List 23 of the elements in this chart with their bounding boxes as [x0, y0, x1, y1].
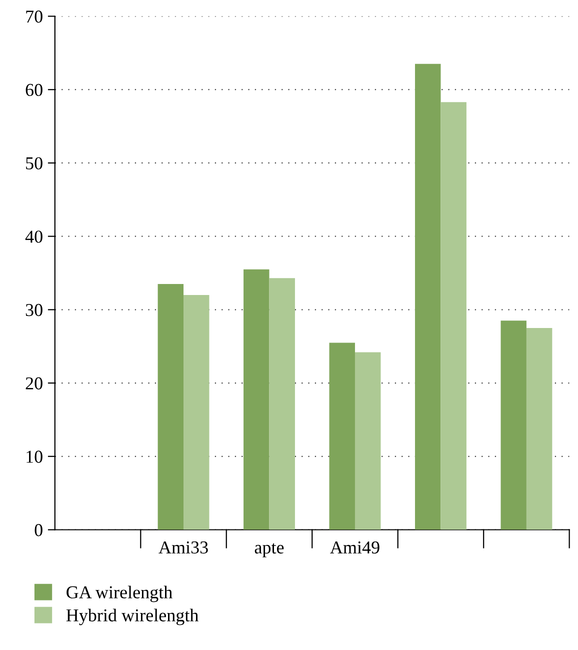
y-tick-label: 70	[26, 10, 42, 23]
bar	[415, 64, 441, 530]
bar	[354, 352, 381, 530]
bar	[440, 102, 466, 530]
y-tick-label: 60	[26, 84, 42, 96]
bar	[244, 269, 270, 530]
bar	[269, 278, 295, 530]
x-tick-label: Ami49	[330, 541, 380, 554]
bar	[526, 328, 552, 530]
y-tick-label: 20	[26, 377, 42, 390]
bar	[500, 320, 526, 530]
y-tick-label: 50	[26, 157, 42, 170]
legend-label: Hybrid wirelength	[66, 608, 198, 626]
bar	[158, 284, 184, 530]
legend-label: GA wirelength	[66, 586, 172, 602]
x-tick-label: Ami33	[158, 541, 208, 554]
x-tick-label: apte	[254, 543, 284, 558]
y-tick-label: 30	[26, 304, 42, 316]
bar	[329, 342, 355, 530]
y-tick-label: 10	[26, 450, 42, 463]
y-tick-label: 40	[25, 230, 42, 243]
y-tick-label: 0	[34, 524, 42, 536]
bar	[184, 295, 210, 530]
